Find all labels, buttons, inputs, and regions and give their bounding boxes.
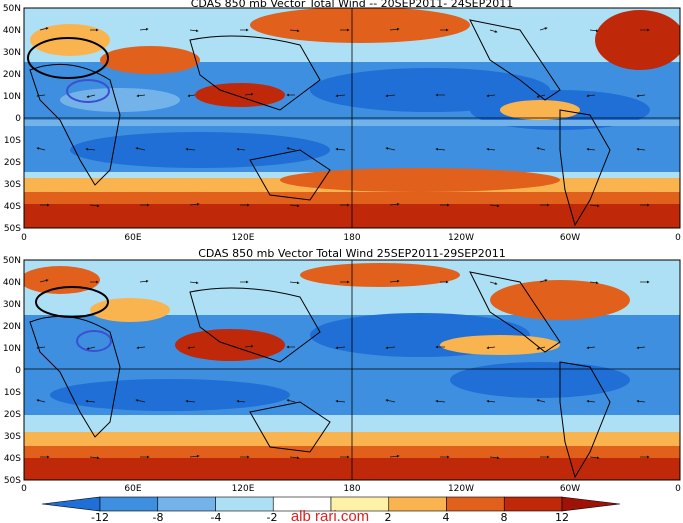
svg-text:60E: 60E bbox=[124, 484, 141, 494]
watermark: alb rari.com bbox=[291, 508, 369, 523]
svg-text:20S: 20S bbox=[4, 410, 21, 420]
svg-text:40N: 40N bbox=[3, 26, 21, 36]
svg-text:50S: 50S bbox=[4, 224, 21, 234]
svg-text:40S: 40S bbox=[4, 454, 21, 464]
colorbar-segment bbox=[99, 496, 159, 512]
svg-text:40S: 40S bbox=[4, 202, 21, 212]
colorbar-segment bbox=[388, 496, 447, 512]
panel1-blue-oval bbox=[66, 79, 110, 103]
panel1-map bbox=[24, 8, 680, 228]
svg-text:10S: 10S bbox=[4, 388, 21, 398]
colorbar-label: 2 bbox=[385, 511, 392, 523]
colorbar-label: -8 bbox=[153, 511, 164, 523]
panel2-black-oval bbox=[35, 286, 109, 318]
svg-text:10S: 10S bbox=[4, 136, 21, 146]
panel2-map bbox=[24, 260, 680, 480]
panel2-lon-labels: 0 60E 120E 180 120W 60W 0 bbox=[21, 484, 681, 494]
svg-text:0: 0 bbox=[675, 484, 681, 494]
panel2-lat-labels: 50N 40N 30N 20N 10N 0 10S 20S 30S 40S 50… bbox=[3, 256, 21, 486]
colorbar-label: -12 bbox=[91, 511, 109, 523]
svg-text:120W: 120W bbox=[448, 484, 474, 494]
colorbar-label: -4 bbox=[211, 511, 222, 523]
colorbar-segment bbox=[41, 496, 101, 512]
colorbar-segment bbox=[157, 496, 216, 512]
panel1-title: CDAS 850 mb Vector Total Wind -- 20SEP20… bbox=[191, 0, 514, 10]
panel2-blue-oval bbox=[76, 330, 112, 352]
svg-text:40N: 40N bbox=[3, 278, 21, 288]
svg-text:50N: 50N bbox=[3, 4, 21, 14]
svg-text:120E: 120E bbox=[232, 233, 255, 243]
svg-text:30S: 30S bbox=[4, 432, 21, 442]
svg-text:10N: 10N bbox=[3, 344, 21, 354]
svg-text:0: 0 bbox=[675, 233, 681, 243]
svg-text:20N: 20N bbox=[3, 70, 21, 80]
panel1-black-oval bbox=[27, 37, 109, 79]
svg-text:60W: 60W bbox=[560, 233, 580, 243]
svg-text:20S: 20S bbox=[4, 158, 21, 168]
svg-text:120W: 120W bbox=[448, 233, 474, 243]
colorbar-segment bbox=[503, 496, 563, 512]
svg-text:20N: 20N bbox=[3, 322, 21, 332]
svg-text:30N: 30N bbox=[3, 48, 21, 58]
colorbar-labels: -12 -8 -4 -2 2 4 8 12 bbox=[91, 511, 569, 523]
svg-text:60W: 60W bbox=[560, 484, 580, 494]
colorbar-label: -2 bbox=[267, 511, 278, 523]
svg-text:0: 0 bbox=[15, 114, 21, 124]
svg-text:50S: 50S bbox=[4, 476, 21, 486]
svg-text:30S: 30S bbox=[4, 180, 21, 190]
panel1-lat-labels: 50N 40N 30N 20N 10N 0 10S 20S 30S 40S 50… bbox=[3, 4, 21, 234]
svg-text:180: 180 bbox=[343, 484, 360, 494]
colorbar-label: 12 bbox=[555, 511, 569, 523]
svg-text:120E: 120E bbox=[232, 484, 255, 494]
panel2-title: CDAS 850 mb Vector Total Wind 25SEP2011-… bbox=[198, 247, 506, 260]
panel1-lon-labels: 0 60E 120E 180 120W 60W 0 bbox=[21, 233, 681, 243]
svg-text:0: 0 bbox=[21, 484, 27, 494]
colorbar-label: 4 bbox=[443, 511, 450, 523]
colorbar-segment bbox=[561, 496, 621, 512]
colorbar bbox=[41, 496, 621, 512]
svg-text:180: 180 bbox=[343, 233, 360, 243]
svg-text:50N: 50N bbox=[3, 256, 21, 266]
svg-text:10N: 10N bbox=[3, 92, 21, 102]
colorbar-segment bbox=[446, 496, 505, 512]
svg-text:60E: 60E bbox=[124, 233, 141, 243]
colorbar-segment bbox=[215, 496, 274, 512]
svg-text:0: 0 bbox=[21, 233, 27, 243]
svg-text:30N: 30N bbox=[3, 300, 21, 310]
colorbar-label: 8 bbox=[501, 511, 508, 523]
svg-text:0: 0 bbox=[15, 366, 21, 376]
